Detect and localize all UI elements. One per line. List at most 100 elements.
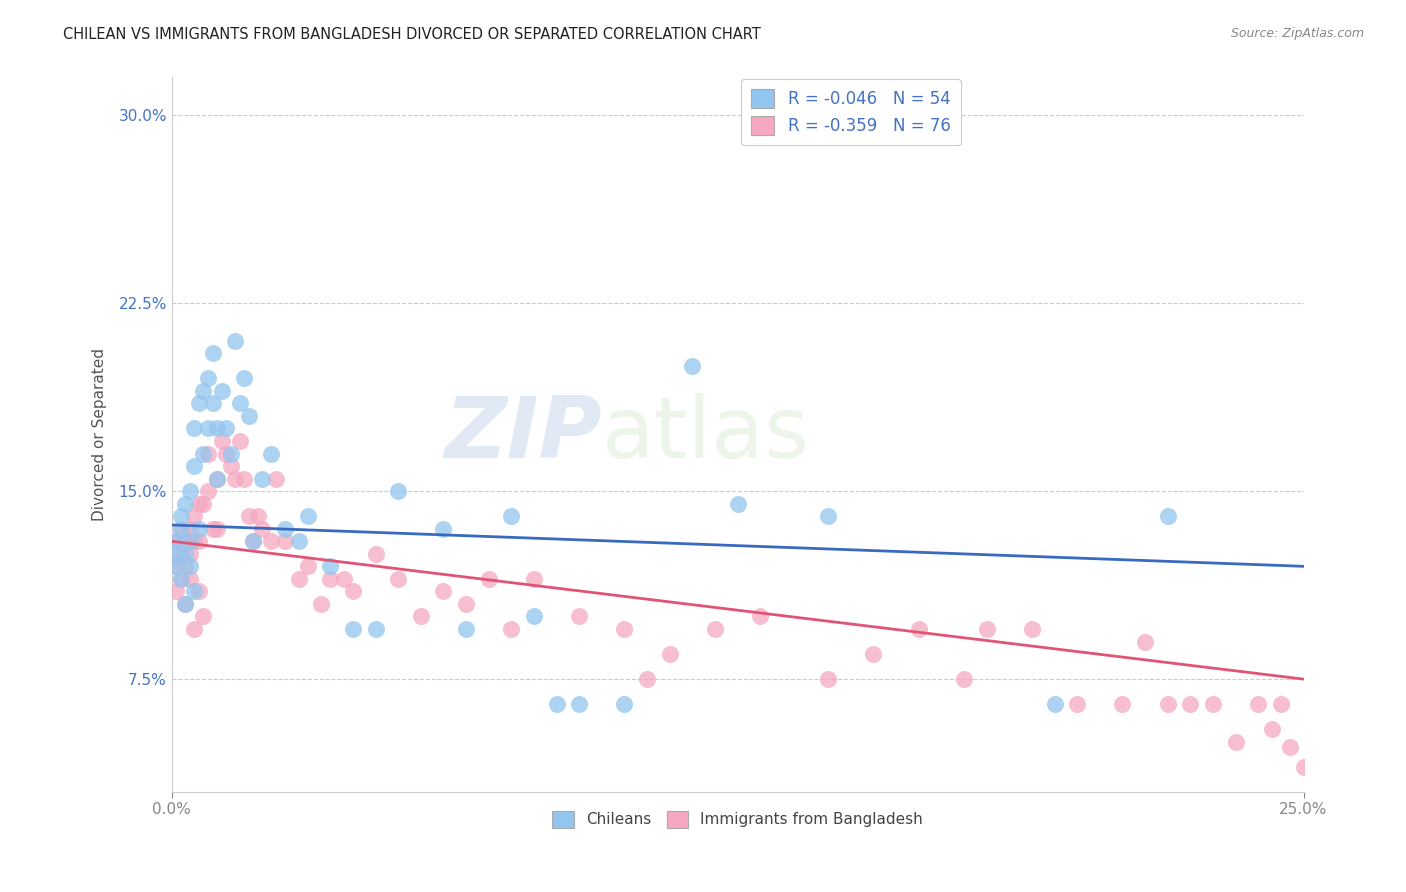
Point <box>228 434 250 448</box>
Point <box>1157 509 1180 524</box>
Point <box>165 559 187 574</box>
Point <box>201 346 224 360</box>
Point <box>205 472 228 486</box>
Point <box>342 584 364 599</box>
Point <box>170 509 193 524</box>
Point <box>188 534 211 549</box>
Point <box>183 421 205 435</box>
Point <box>238 509 260 524</box>
Point <box>193 446 215 460</box>
Point <box>188 497 211 511</box>
Point <box>174 559 197 574</box>
Point <box>342 622 364 636</box>
Text: Source: ZipAtlas.com: Source: ZipAtlas.com <box>1230 27 1364 40</box>
Point <box>188 396 211 410</box>
Point <box>454 622 477 636</box>
Point <box>287 534 309 549</box>
Point <box>170 572 193 586</box>
Point <box>174 597 197 611</box>
Point <box>749 609 772 624</box>
Point <box>297 559 319 574</box>
Point <box>387 572 409 586</box>
Point <box>478 572 501 586</box>
Point <box>224 472 246 486</box>
Point <box>174 534 197 549</box>
Point <box>228 396 250 410</box>
Point <box>183 534 205 549</box>
Point <box>205 421 228 435</box>
Point <box>188 584 211 599</box>
Point <box>183 509 205 524</box>
Point <box>1292 760 1315 774</box>
Point <box>246 509 269 524</box>
Point <box>165 534 187 549</box>
Point <box>333 572 356 586</box>
Point <box>193 384 215 398</box>
Point <box>387 484 409 499</box>
Point <box>242 534 264 549</box>
Point <box>907 622 929 636</box>
Point <box>252 522 274 536</box>
Point <box>201 396 224 410</box>
Point <box>1202 697 1225 711</box>
Point <box>432 584 454 599</box>
Point <box>224 334 246 348</box>
Point <box>1270 697 1292 711</box>
Point <box>233 472 256 486</box>
Point <box>264 472 287 486</box>
Point <box>681 359 703 373</box>
Point <box>636 672 658 686</box>
Point <box>1261 723 1284 737</box>
Point <box>165 547 187 561</box>
Point <box>1278 739 1301 754</box>
Point <box>862 647 884 661</box>
Point <box>215 421 238 435</box>
Point <box>501 509 523 524</box>
Point <box>188 522 211 536</box>
Point <box>1157 697 1180 711</box>
Point <box>211 434 233 448</box>
Point <box>976 622 998 636</box>
Point <box>179 522 201 536</box>
Point <box>454 597 477 611</box>
Point <box>197 484 219 499</box>
Point <box>205 522 228 536</box>
Point <box>613 697 636 711</box>
Point <box>1111 697 1133 711</box>
Point <box>319 572 342 586</box>
Point <box>219 446 242 460</box>
Point <box>205 472 228 486</box>
Point <box>174 547 197 561</box>
Point <box>233 371 256 385</box>
Point <box>170 547 193 561</box>
Point <box>613 622 636 636</box>
Point <box>170 522 193 536</box>
Text: ZIP: ZIP <box>444 393 602 476</box>
Point <box>165 559 187 574</box>
Point <box>523 609 546 624</box>
Point <box>174 597 197 611</box>
Point <box>215 446 238 460</box>
Point <box>197 446 219 460</box>
Point <box>287 572 309 586</box>
Point <box>274 534 297 549</box>
Point <box>165 534 187 549</box>
Point <box>179 547 201 561</box>
Point <box>817 509 839 524</box>
Point <box>260 534 283 549</box>
Point <box>170 522 193 536</box>
Point <box>546 697 568 711</box>
Point <box>193 497 215 511</box>
Point <box>219 458 242 473</box>
Point <box>179 572 201 586</box>
Point <box>309 597 332 611</box>
Point <box>1133 634 1156 648</box>
Point <box>238 409 260 423</box>
Point <box>165 584 187 599</box>
Y-axis label: Divorced or Separated: Divorced or Separated <box>93 348 107 521</box>
Point <box>183 622 205 636</box>
Point <box>523 572 546 586</box>
Point <box>170 572 193 586</box>
Point <box>274 522 297 536</box>
Point <box>179 559 201 574</box>
